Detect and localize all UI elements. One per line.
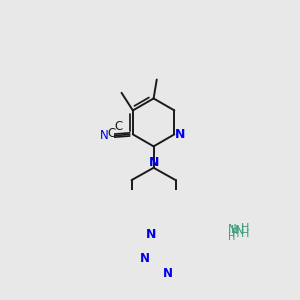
Text: N: N <box>228 223 236 236</box>
Text: N: N <box>175 128 185 141</box>
Text: N: N <box>146 228 157 241</box>
Text: N: N <box>148 156 159 169</box>
Text: H: H <box>230 225 239 236</box>
Text: H: H <box>232 229 239 239</box>
Text: C: C <box>115 120 123 133</box>
Text: H: H <box>241 229 249 239</box>
Text: N: N <box>163 267 172 280</box>
Text: H: H <box>241 223 249 233</box>
Text: H: H <box>228 232 236 242</box>
Text: N: N <box>100 129 108 142</box>
Text: N: N <box>235 224 244 237</box>
Text: N: N <box>140 253 150 266</box>
Text: C: C <box>107 127 116 140</box>
